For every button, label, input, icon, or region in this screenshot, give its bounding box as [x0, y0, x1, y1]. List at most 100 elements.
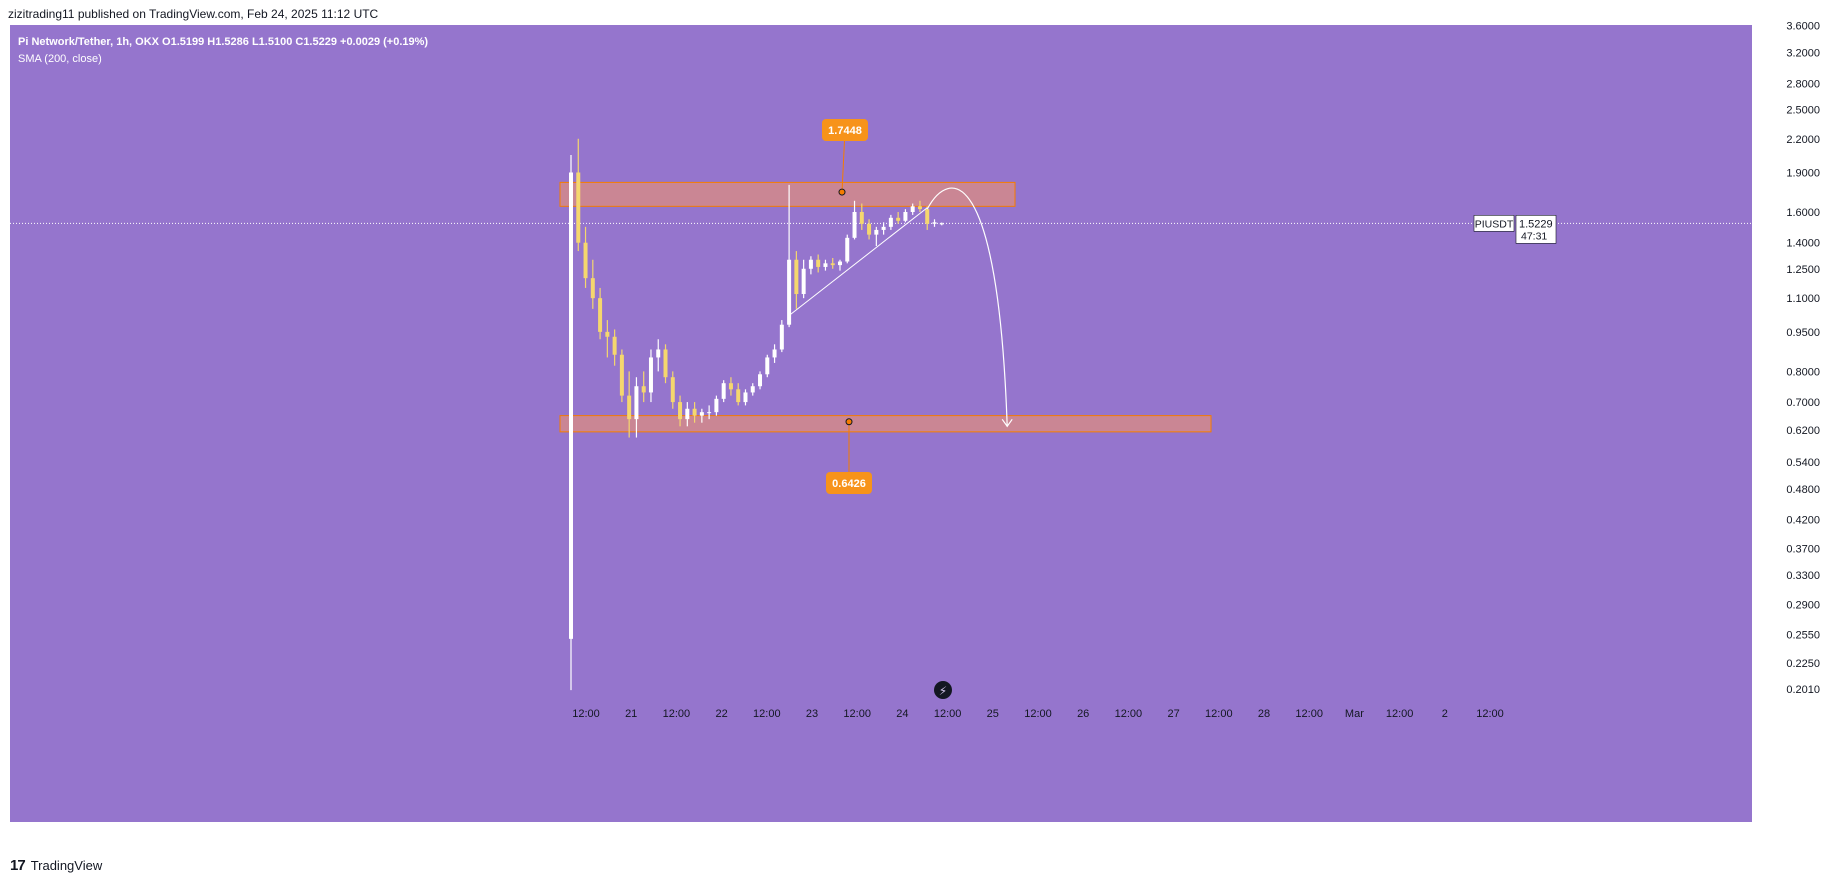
candle-body: [656, 349, 661, 358]
y-tick-label: 1.9000: [1786, 167, 1820, 179]
price-label-text-resistance: 1.7448: [828, 125, 862, 137]
last-price-text: 1.5229: [1519, 218, 1553, 230]
tradingview-logo-icon: 17: [10, 857, 26, 874]
candle-body: [583, 242, 588, 279]
y-tick-label: 0.5400: [1786, 457, 1820, 469]
candle-body: [808, 259, 813, 269]
candle-body: [641, 386, 646, 393]
callout-anchor-resistance[interactable]: [838, 188, 846, 196]
candle-body: [888, 217, 893, 227]
x-tick-label: 12:00: [572, 708, 600, 720]
price-label-support[interactable]: [826, 472, 872, 494]
x-tick-label: 23: [806, 708, 818, 720]
y-tick-label: 0.3300: [1786, 570, 1820, 582]
candle-body: [685, 408, 690, 420]
candle-body: [910, 206, 915, 212]
zone-support[interactable]: [559, 415, 1212, 433]
symbol-ohlc-line[interactable]: Pi Network/Tether, 1h, OKX O1.5199 H1.52…: [18, 36, 429, 48]
y-tick-label: 0.2010: [1786, 684, 1820, 696]
x-tick-label: 12:00: [1205, 708, 1233, 720]
candle-body: [830, 263, 835, 266]
candle-body: [728, 383, 733, 390]
candle-body: [896, 217, 901, 221]
x-tick-label: 12:00: [1024, 708, 1052, 720]
y-tick-label: 2.2000: [1786, 134, 1820, 146]
callout-anchor-support[interactable]: [845, 418, 853, 426]
brand-name: TradingView: [30, 858, 103, 873]
y-tick-label: 0.6200: [1786, 425, 1820, 437]
x-tick-label: 12:00: [1476, 708, 1504, 720]
price-label-resistance[interactable]: [822, 119, 868, 141]
price-scale[interactable]: [1752, 25, 1826, 847]
y-tick-label: 0.3700: [1786, 544, 1820, 556]
candle-body: [707, 412, 712, 414]
candle-body: [721, 383, 726, 399]
last-price-tag[interactable]: [1515, 215, 1557, 244]
x-tick-label: 26: [1077, 708, 1089, 720]
y-tick-label: 1.1000: [1786, 293, 1820, 305]
bar-countdown-text: 47:31: [1521, 230, 1547, 242]
candle-body: [619, 354, 624, 396]
candle-body: [714, 398, 719, 413]
candle-body: [874, 229, 879, 235]
candle-body: [779, 324, 784, 350]
x-tick-label: 24: [896, 708, 908, 720]
candle-body: [627, 395, 632, 420]
footer-brand: 17 TradingView: [10, 857, 102, 874]
candle-body: [663, 349, 668, 378]
candle-body: [678, 402, 683, 420]
y-tick-label: 0.4200: [1786, 515, 1820, 527]
y-tick-label: 0.9500: [1786, 327, 1820, 339]
chart-legend: Pi Network/Tether, 1h, OKX O1.5199 H1.52…: [18, 34, 428, 68]
candle-body: [801, 268, 806, 295]
candle-body: [816, 259, 821, 267]
y-tick-label: 0.2900: [1786, 600, 1820, 612]
candle-body: [598, 298, 603, 332]
x-tick-label: 28: [1258, 708, 1270, 720]
candle-body: [939, 223, 944, 225]
lightning-glyph-icon: ⚡: [939, 684, 947, 698]
candle-body: [925, 209, 930, 224]
x-tick-label: 12:00: [753, 708, 781, 720]
event-lightning-icon[interactable]: [934, 681, 952, 699]
symbol-price-tag[interactable]: [1473, 215, 1515, 232]
published-line: zizitrading11 published on TradingView.c…: [8, 7, 379, 21]
x-tick-label: 25: [987, 708, 999, 720]
zone-resistance[interactable]: [559, 181, 1016, 207]
time-scale[interactable]: [10, 822, 1752, 847]
x-tick-label: 12:00: [934, 708, 962, 720]
trendline[interactable]: [788, 207, 928, 316]
chart-area[interactable]: [10, 25, 1752, 847]
candle-body: [605, 331, 610, 337]
x-tick-label: 27: [1167, 708, 1179, 720]
candle-body: [743, 392, 748, 403]
y-tick-label: 1.6000: [1786, 207, 1820, 219]
candle-body: [903, 212, 908, 221]
x-tick-label: 12:00: [1386, 708, 1414, 720]
x-tick-label: 12:00: [1295, 708, 1323, 720]
candle-body: [823, 263, 828, 267]
y-tick-label: 0.2550: [1786, 629, 1820, 641]
projection-curve[interactable]: [926, 187, 1008, 427]
y-tick-label: 1.4000: [1786, 238, 1820, 250]
candle-body: [750, 386, 755, 393]
candle-body: [670, 377, 675, 403]
candle-body: [932, 222, 937, 224]
projection-arrowhead[interactable]: [1001, 418, 1013, 428]
candle-body: [569, 172, 573, 639]
y-tick-label: 2.5000: [1786, 104, 1820, 116]
x-tick-label: 12:00: [663, 708, 691, 720]
candle-body: [845, 237, 850, 262]
x-tick-label: 2: [1442, 708, 1448, 720]
candle-body: [917, 206, 922, 210]
sma-indicator-label[interactable]: SMA (200, close): [18, 53, 102, 65]
candle-body: [852, 212, 857, 238]
x-tick-label: 12:00: [1115, 708, 1143, 720]
candle-body: [837, 261, 842, 266]
y-tick-label: 3.2000: [1786, 48, 1820, 60]
candle-body: [867, 223, 872, 235]
candle-body: [590, 278, 595, 299]
y-tick-label: 0.8000: [1786, 366, 1820, 378]
candle-body: [859, 212, 864, 224]
